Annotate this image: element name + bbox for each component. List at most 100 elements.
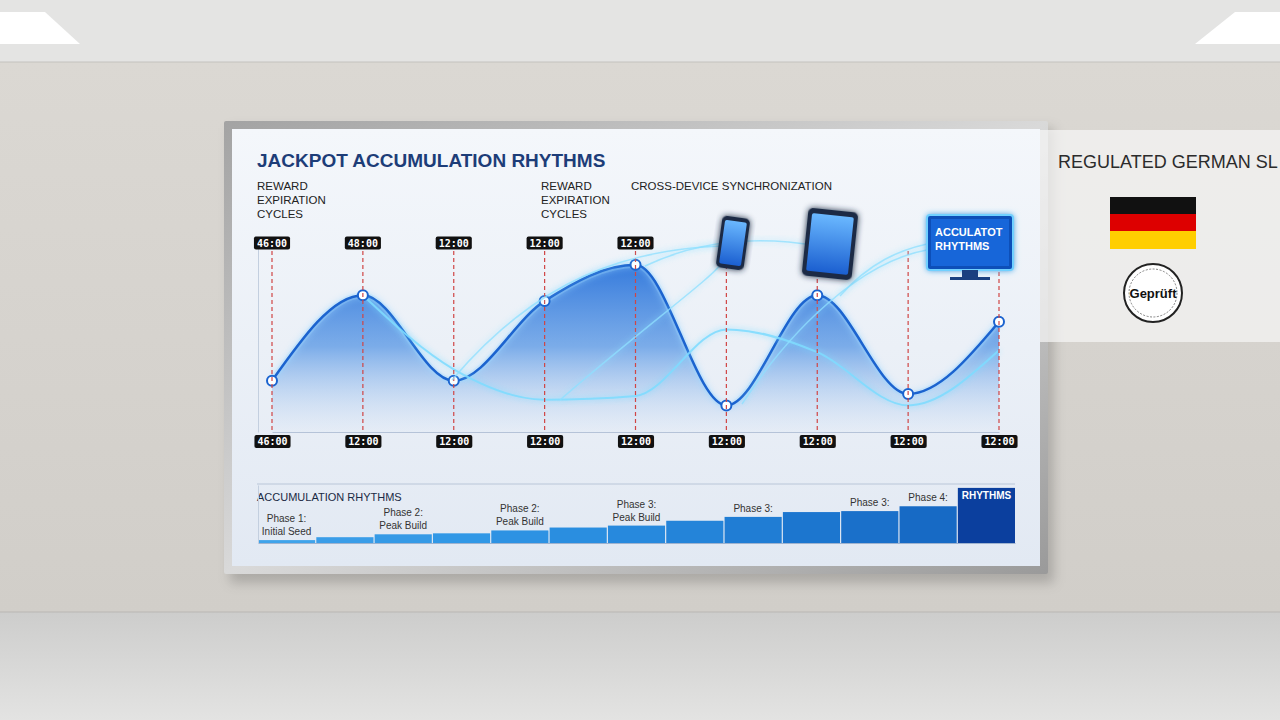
- x-tick: 46:00: [254, 432, 290, 448]
- grid-line: [362, 251, 363, 432]
- x-tick: 12:00: [618, 432, 654, 448]
- bar: [841, 511, 898, 543]
- bar: [725, 517, 782, 543]
- tablet-screen: [806, 213, 854, 275]
- x-tick: 12:00: [709, 432, 745, 448]
- grid-line: [726, 251, 727, 432]
- x-tick: 12:00: [345, 432, 381, 448]
- monitor-body: [927, 215, 1013, 270]
- x-axis: 46:00 12:00 12:00 12:00 12:00 12:00 12:00 12:00…: [254, 432, 1017, 448]
- x-axis-line: [273, 432, 1000, 433]
- y-axis: [258, 486, 259, 544]
- annotation: CROSS-DEVICE SYNCHRONIZATION: [631, 180, 832, 192]
- tick-label: 12:00: [348, 436, 378, 447]
- x-tick: 12:00: [891, 432, 927, 448]
- x-tick: 12:00: [527, 432, 563, 448]
- grid-line: [817, 251, 818, 432]
- wall: [0, 62, 1280, 612]
- separator: [257, 484, 1015, 485]
- y-axis-line: [258, 243, 259, 433]
- bar: [491, 530, 548, 543]
- flag-stripe: [1110, 231, 1196, 249]
- label-box: [709, 435, 745, 448]
- ceiling: [0, 0, 1280, 62]
- seal-text: Geprüft: [1130, 286, 1178, 301]
- label-box: [891, 435, 927, 448]
- tablet-body: [802, 208, 859, 281]
- baseboard: [0, 612, 1280, 613]
- tick-label: 12:00: [621, 436, 651, 447]
- label-box: [436, 237, 472, 250]
- monitor: ACCULATOT RHYTHMS: [927, 215, 1013, 280]
- top-label: 12:00: [617, 237, 653, 250]
- bar-label: Phase 2:: [383, 507, 422, 518]
- tick-label: 12:00: [984, 436, 1014, 447]
- annotation: REWARD: [257, 180, 308, 192]
- annotation: EXPIRATION: [541, 194, 610, 206]
- x-axis: [259, 543, 1016, 544]
- monitor-stand: [962, 270, 978, 277]
- bar: [258, 540, 315, 543]
- label-box: [981, 435, 1017, 448]
- label-box: [800, 435, 836, 448]
- bar: [783, 512, 840, 543]
- chart-title: ACCUMULATION RHYTHMS: [257, 491, 402, 503]
- tick-label: 12:00: [894, 436, 924, 447]
- flag-stripe: [1110, 214, 1196, 232]
- monitor-label: ACCULATOT: [935, 226, 1003, 238]
- bar-label: Phase 3:: [617, 499, 656, 510]
- scene: REGULATED GERMAN SLGeprüftJACKPOT ACCUMU…: [0, 0, 1280, 720]
- bar-label: Phase 3:: [850, 497, 889, 508]
- ceiling-light: [1195, 12, 1280, 44]
- bar-label: Peak Build: [613, 512, 661, 523]
- tick-label: 12:00: [439, 238, 469, 249]
- bar-label: Phase 3:: [733, 503, 772, 514]
- connector: [452, 246, 722, 380]
- bar: [433, 533, 490, 543]
- annotation: REWARD: [541, 180, 592, 192]
- tick-label: 12:00: [530, 436, 560, 447]
- x-tick: 12:00: [800, 432, 836, 448]
- tick-label: 12:00: [712, 436, 742, 447]
- top-label: 12:00: [436, 237, 472, 250]
- y-axis-line: [258, 486, 259, 544]
- grid-line: [544, 251, 545, 432]
- grid: [272, 251, 999, 432]
- bar-label: Initial Seed: [262, 526, 311, 537]
- label-box: [617, 237, 653, 250]
- bar: [316, 537, 373, 543]
- bar: [550, 528, 607, 543]
- label-box: [618, 435, 654, 448]
- board-frame: [224, 121, 1048, 574]
- monitor-label: RHYTHMS: [935, 240, 989, 252]
- y-axis: [258, 243, 259, 433]
- label-box: [436, 435, 472, 448]
- monitor-screen: [931, 219, 1009, 266]
- top-labels: 46:0048:0012:0012:0012:00: [254, 237, 654, 250]
- devices: ACCULATOT RHYTHMS: [452, 208, 1013, 404]
- bar-plot: [258, 488, 1015, 543]
- grid-line: [635, 251, 636, 432]
- annotation: CYCLES: [541, 208, 587, 220]
- seal-ring: [1129, 269, 1177, 317]
- tick-label: 46:00: [257, 436, 287, 447]
- tick-label: 12:00: [803, 436, 833, 447]
- badge-panel: [1040, 130, 1280, 342]
- floor: [0, 612, 1280, 720]
- bar-label: Peak Build: [496, 516, 544, 527]
- bar: [900, 506, 957, 543]
- stage: REGULATED GERMAN SLGeprüftJACKPOT ACCUMU…: [0, 0, 1280, 720]
- bar: [608, 526, 665, 543]
- label-box: [254, 435, 290, 448]
- ceiling-light: [0, 12, 80, 44]
- bar-label: Phase 2:: [500, 503, 539, 514]
- bar: [958, 488, 1015, 543]
- room: [0, 0, 1280, 720]
- bar-label: Peak Build: [379, 520, 427, 531]
- x-tick: 12:00: [981, 432, 1017, 448]
- label-box: [527, 435, 563, 448]
- top-label: 48:00: [345, 237, 381, 250]
- bar-label: Phase 4:: [908, 492, 947, 503]
- grid-line: [453, 251, 454, 432]
- grid-line: [271, 251, 272, 432]
